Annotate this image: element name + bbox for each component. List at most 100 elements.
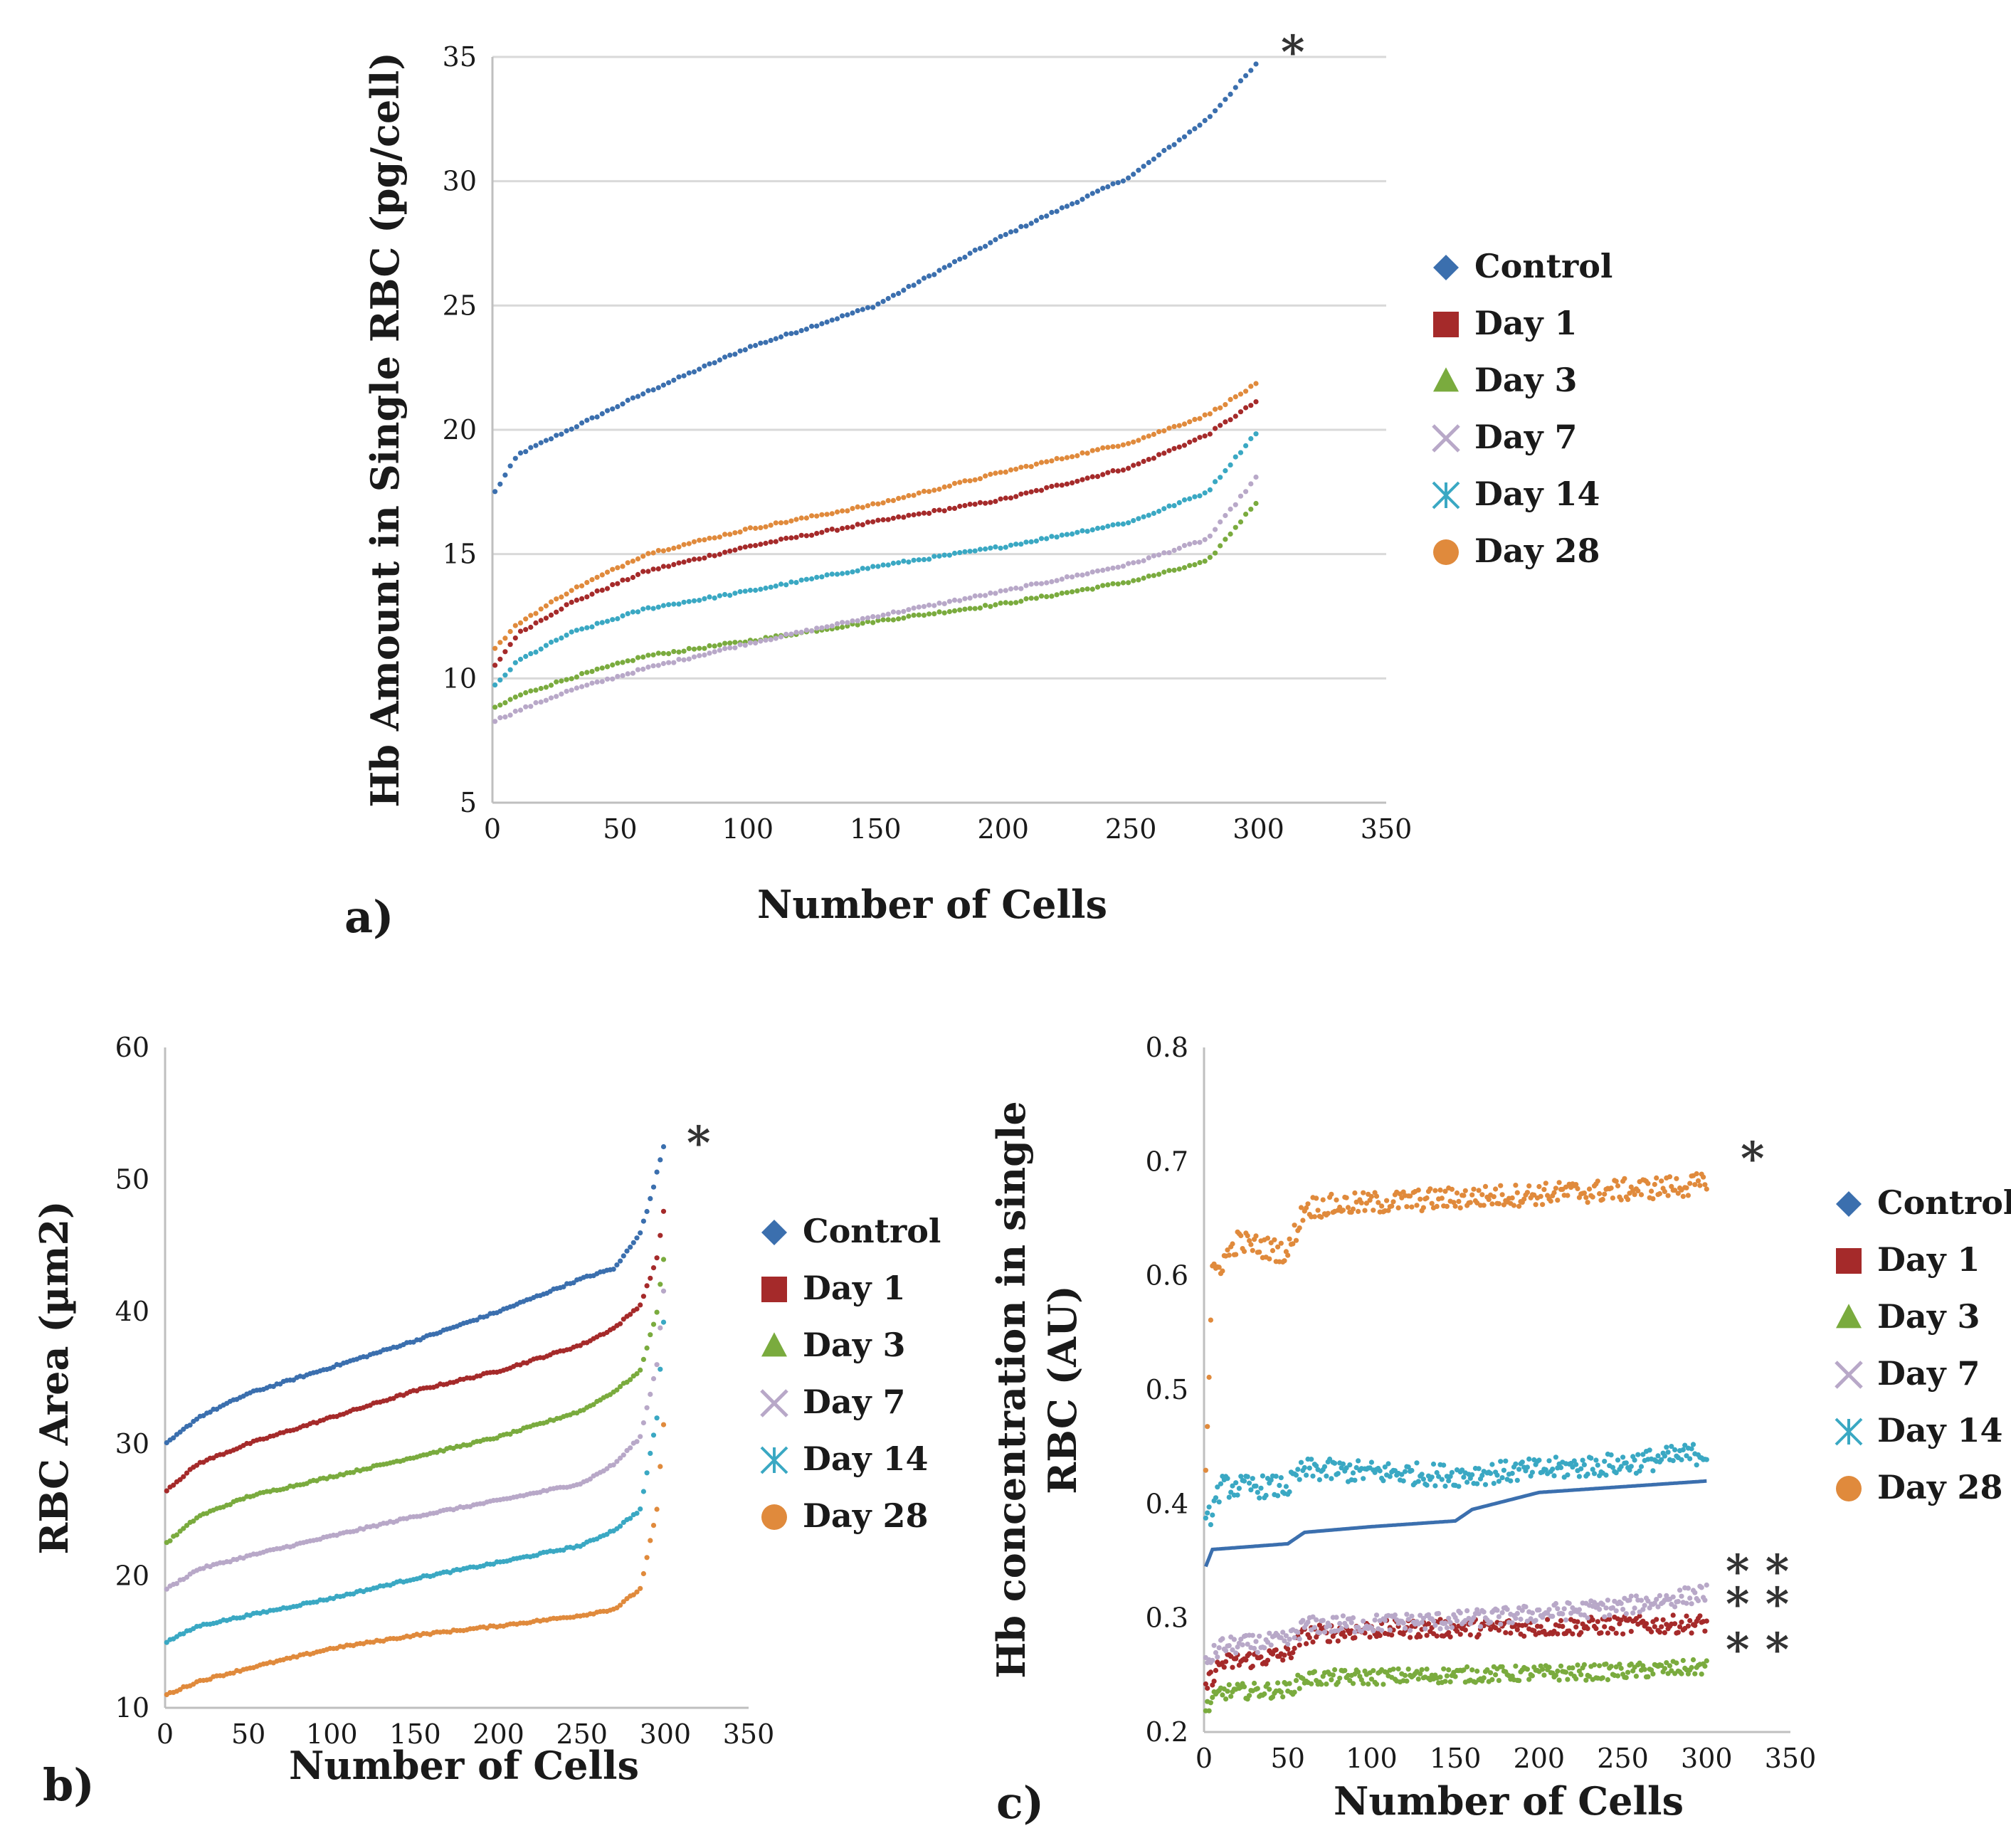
data-point <box>1513 1663 1519 1669</box>
data-point <box>717 642 723 648</box>
data-point <box>681 657 687 662</box>
data-point <box>1456 1198 1462 1204</box>
data-point <box>793 630 799 635</box>
data-point <box>1414 1460 1420 1466</box>
data-point <box>1028 581 1034 587</box>
data-point <box>1290 1241 1296 1247</box>
data-point <box>1049 209 1055 216</box>
data-point <box>1038 460 1045 465</box>
data-point <box>1171 423 1177 430</box>
data-point <box>758 340 764 346</box>
data-point <box>1257 1250 1262 1255</box>
data-point <box>1588 1455 1594 1461</box>
data-point <box>1094 568 1101 574</box>
data-point <box>1628 1464 1634 1469</box>
data-point <box>620 613 626 619</box>
data-point <box>618 1258 623 1264</box>
data-point <box>1429 1200 1435 1206</box>
data-point <box>574 685 580 691</box>
data-point <box>681 648 687 654</box>
data-point <box>906 607 912 613</box>
data-point <box>1243 73 1249 78</box>
data-point <box>648 1195 653 1201</box>
data-point <box>1529 1610 1535 1616</box>
data-point <box>1166 503 1172 509</box>
data-point <box>1452 1203 1458 1209</box>
data-point <box>763 339 769 345</box>
series-day-7 <box>1203 1582 1709 1666</box>
data-point <box>666 602 672 608</box>
x-tick-label: 50 <box>603 813 637 845</box>
x-tick-label: 350 <box>1361 813 1413 845</box>
data-point <box>1684 1600 1689 1606</box>
data-point <box>707 643 712 649</box>
data-point <box>1618 1197 1624 1203</box>
data-point <box>1268 1240 1274 1246</box>
data-point <box>1161 550 1167 556</box>
legend-marker-diamond <box>761 1220 787 1245</box>
data-point <box>1202 117 1208 123</box>
data-point <box>1243 389 1249 394</box>
data-point <box>1395 1205 1401 1210</box>
data-point <box>890 292 896 298</box>
data-point <box>1610 1195 1615 1201</box>
data-point <box>1690 1657 1696 1663</box>
data-point <box>1131 578 1136 584</box>
data-point <box>1496 1627 1501 1633</box>
data-point <box>1499 1664 1505 1669</box>
data-point <box>753 543 759 549</box>
data-point <box>1300 1218 1306 1223</box>
data-point <box>1496 1678 1501 1684</box>
data-point <box>635 394 641 399</box>
data-point <box>1563 1617 1569 1623</box>
data-point <box>1432 1622 1438 1628</box>
data-point <box>1237 78 1244 84</box>
data-point <box>1340 1613 1346 1619</box>
x-axis-title: Number of Cells <box>757 882 1107 927</box>
data-point <box>1454 1628 1460 1634</box>
data-point <box>916 279 922 285</box>
data-point <box>1314 1195 1319 1201</box>
data-point <box>1230 1483 1235 1489</box>
data-point <box>885 497 891 504</box>
data-point <box>640 1218 647 1224</box>
data-point <box>1223 468 1228 474</box>
data-point <box>194 1416 200 1422</box>
data-point <box>644 1208 650 1215</box>
data-point <box>1514 1627 1520 1632</box>
data-point <box>517 656 524 662</box>
data-point <box>1273 1647 1279 1653</box>
data-point <box>1494 1607 1500 1613</box>
data-point <box>1489 1677 1495 1682</box>
data-point <box>1038 593 1045 599</box>
data-point <box>1094 474 1101 480</box>
data-point <box>1080 528 1085 534</box>
data-point <box>618 1321 623 1326</box>
data-point <box>650 550 656 556</box>
data-point <box>697 556 702 562</box>
data-point <box>1437 1187 1443 1193</box>
data-point <box>1623 1674 1629 1681</box>
data-point <box>1449 1469 1455 1475</box>
data-point <box>1105 470 1111 475</box>
data-point <box>1467 1632 1473 1638</box>
data-point <box>1680 1657 1686 1664</box>
series-day-3 <box>1203 1657 1709 1714</box>
data-point <box>658 1157 663 1163</box>
data-point <box>528 688 534 694</box>
data-point <box>1610 1464 1615 1470</box>
data-point <box>1273 1474 1279 1479</box>
data-point <box>1477 1624 1484 1630</box>
data-point <box>1304 1472 1309 1478</box>
data-point <box>855 504 860 510</box>
data-point <box>1171 445 1177 451</box>
data-point <box>564 428 569 434</box>
data-point <box>1430 1618 1437 1624</box>
data-point <box>916 604 922 610</box>
data-point <box>1675 1630 1681 1635</box>
data-point <box>1494 1472 1500 1478</box>
data-point <box>1115 443 1121 449</box>
data-point <box>1684 1613 1689 1619</box>
legend-label: Day 1 <box>1474 304 1577 342</box>
